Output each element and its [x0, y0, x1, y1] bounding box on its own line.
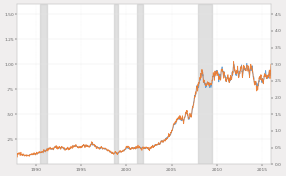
Bar: [137, 4, 144, 164]
Bar: [198, 4, 212, 164]
Bar: [40, 4, 47, 164]
Bar: [114, 4, 118, 164]
